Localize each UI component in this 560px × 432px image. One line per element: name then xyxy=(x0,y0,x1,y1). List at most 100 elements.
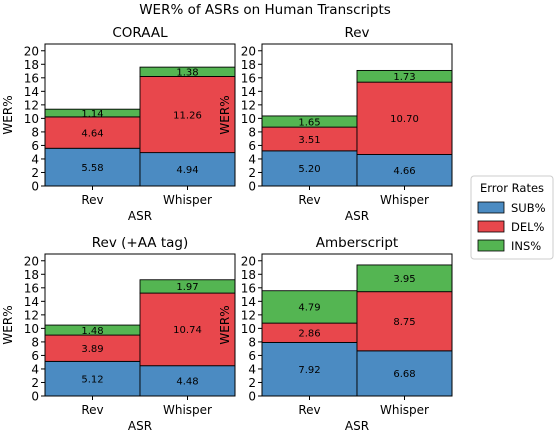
x-tick-label: Whisper xyxy=(380,193,429,207)
y-tick-label: 6 xyxy=(248,349,256,363)
legend-label: INS% xyxy=(511,239,541,253)
axes-frame xyxy=(261,253,453,397)
data-label: 3.89 xyxy=(81,344,103,355)
y-axis-label: WER% xyxy=(218,305,232,344)
y-tick-label: 4 xyxy=(248,362,256,376)
y-tick-label: 14 xyxy=(24,295,39,309)
y-tick-label: 20 xyxy=(241,254,256,268)
legend-label: SUB% xyxy=(511,201,546,215)
data-label: 3.95 xyxy=(393,274,415,285)
y-tick-label: 10 xyxy=(24,112,39,126)
y-axis-label: WER% xyxy=(218,95,232,134)
x-tick-label: Rev xyxy=(81,403,103,417)
y-tick-label: 10 xyxy=(241,322,256,336)
data-label: 4.64 xyxy=(81,128,103,139)
data-label: 4.66 xyxy=(393,166,415,177)
legend-title: Error Rates xyxy=(480,181,544,195)
y-tick-label: 12 xyxy=(24,98,39,112)
y-tick-label: 10 xyxy=(24,322,39,336)
y-tick-label: 12 xyxy=(241,308,256,322)
x-axis-label: ASR xyxy=(128,209,152,223)
y-tick-label: 12 xyxy=(241,98,256,112)
y-tick-label: 8 xyxy=(248,125,256,139)
y-tick-label: 20 xyxy=(24,254,39,268)
y-tick-label: 6 xyxy=(248,139,256,153)
data-label: 5.12 xyxy=(81,374,103,385)
y-tick-label: 0 xyxy=(31,390,39,404)
subplot-title: Rev xyxy=(344,25,369,41)
x-axis-label: ASR xyxy=(128,419,152,432)
y-axis-label: WER% xyxy=(1,95,15,134)
y-tick-label: 14 xyxy=(24,85,39,99)
axes-frame xyxy=(261,43,453,187)
legend-box xyxy=(470,175,554,260)
data-label: 5.20 xyxy=(298,164,320,175)
x-axis-label: ASR xyxy=(345,419,369,432)
data-label: 1.48 xyxy=(81,326,103,337)
data-label: 1.73 xyxy=(393,72,415,83)
y-tick-label: 2 xyxy=(31,376,39,390)
data-label: 10.70 xyxy=(390,114,419,125)
x-tick-label: Whisper xyxy=(380,403,429,417)
y-tick-label: 8 xyxy=(31,335,39,349)
y-tick-label: 8 xyxy=(31,125,39,139)
y-tick-label: 14 xyxy=(241,85,256,99)
y-tick-label: 10 xyxy=(241,112,256,126)
data-label: 11.26 xyxy=(173,110,202,121)
data-label: 5.58 xyxy=(81,163,103,174)
x-axis-label: ASR xyxy=(345,209,369,223)
bar-segment-sub-whisper xyxy=(139,365,236,397)
y-tick-label: 20 xyxy=(241,44,256,58)
figure-title: WER% of ASRs on Human Transcripts xyxy=(139,2,391,18)
x-tick-label: Whisper xyxy=(163,193,212,207)
y-tick-label: 12 xyxy=(24,308,39,322)
data-label: 6.68 xyxy=(393,369,415,380)
y-tick-label: 6 xyxy=(31,139,39,153)
bar-segment-sub-whisper xyxy=(356,350,453,397)
legend-swatch-del xyxy=(477,220,505,233)
subplot-2: 5.20 3.51 1.65 4.66 10.70 1.73 024681012141618… xyxy=(218,25,453,223)
subplots: 5.584.641.144.9411.261.38024681012141618… xyxy=(1,25,453,432)
subplot-4: 7.92 2.86 4.79 6.68 8.75 3.95 0246810121416182… xyxy=(218,235,453,432)
y-tick-label: 16 xyxy=(241,71,256,85)
bar-segment-del-rev xyxy=(44,116,141,149)
y-tick-label: 6 xyxy=(31,349,39,363)
axes-frame xyxy=(44,43,236,187)
y-tick-label: 14 xyxy=(241,295,256,309)
bar-segment-del-whisper xyxy=(356,291,453,352)
y-tick-label: 18 xyxy=(241,58,256,72)
data-label: 1.38 xyxy=(176,68,198,79)
y-tick-label: 0 xyxy=(31,180,39,194)
legend-swatch-sub xyxy=(477,201,505,214)
y-axis-label: WER% xyxy=(1,305,15,344)
data-label: 3.51 xyxy=(298,135,320,146)
subplot-3: 5.12 3.89 1.48 4.48 10.74 1.97 024681012141618… xyxy=(1,235,236,432)
data-label: 2.86 xyxy=(298,329,320,340)
data-label: 4.48 xyxy=(176,377,198,388)
legend-label: DEL% xyxy=(511,220,545,234)
data-label: 1.65 xyxy=(298,117,320,128)
y-tick-label: 18 xyxy=(241,268,256,282)
axes-frame xyxy=(44,253,236,397)
bar-segment-del-whisper xyxy=(139,292,236,367)
y-tick-label: 2 xyxy=(31,166,39,180)
legend-swatch-ins xyxy=(477,239,505,252)
y-tick-label: 16 xyxy=(241,281,256,295)
data-label: 4.79 xyxy=(298,303,320,314)
data-label: 1.97 xyxy=(176,282,198,293)
y-tick-label: 4 xyxy=(31,152,39,166)
x-tick-label: Rev xyxy=(81,193,103,207)
bar-segment-ins-rev xyxy=(261,290,358,324)
y-tick-label: 4 xyxy=(31,362,39,376)
y-tick-label: 18 xyxy=(24,268,39,282)
y-tick-label: 2 xyxy=(248,166,256,180)
subplot-title: Amberscript xyxy=(316,235,398,251)
y-tick-label: 18 xyxy=(24,58,39,72)
y-tick-label: 20 xyxy=(24,44,39,58)
legend: Error Rates SUB% DEL% INS% xyxy=(470,175,554,260)
data-label: 7.92 xyxy=(298,365,320,376)
subplot-title: CORAAL xyxy=(112,25,168,41)
data-label: 8.75 xyxy=(393,317,415,328)
bar-segment-del-whisper xyxy=(356,81,453,155)
y-tick-label: 16 xyxy=(24,281,39,295)
